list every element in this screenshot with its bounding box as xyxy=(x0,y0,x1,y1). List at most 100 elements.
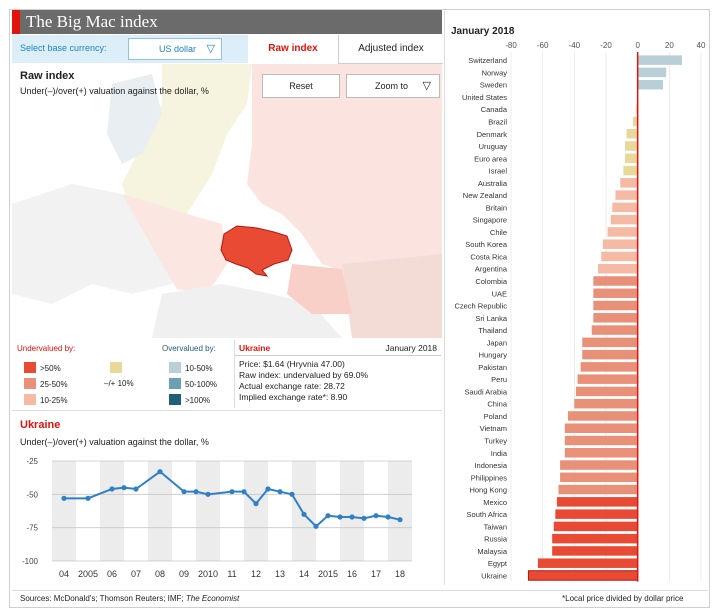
zoom-to-select[interactable]: Zoom to ▽ xyxy=(346,74,440,98)
x-tick-label: 18 xyxy=(395,569,405,579)
category-label: Peru xyxy=(491,375,507,384)
bar-sri-lanka xyxy=(593,313,638,323)
map-panel: Raw index Under(–)/over(+) valuation aga… xyxy=(12,64,442,338)
category-label: Uruguay xyxy=(479,142,508,151)
category-label: Mexico xyxy=(483,498,507,507)
bar-saudi-arabia xyxy=(575,386,638,397)
category-label: South Africa xyxy=(467,510,508,519)
bar-malaysia xyxy=(552,546,638,556)
bar-switzerland xyxy=(637,55,682,65)
bar-canada xyxy=(636,104,638,114)
x-tick-label: 14 xyxy=(299,569,309,579)
legend-swatch-gt50-under xyxy=(24,362,36,373)
bar-south-korea xyxy=(602,239,638,249)
bar-chart-title: January 2018 xyxy=(451,26,515,37)
data-point xyxy=(361,515,367,521)
x-tick-label: 13 xyxy=(275,569,285,579)
category-label: Norway xyxy=(482,68,508,77)
brand-accent xyxy=(12,10,20,34)
category-label: Australia xyxy=(478,179,508,188)
x-tick-label: 40 xyxy=(697,41,706,50)
category-label: Argentina xyxy=(475,265,508,274)
y-tick-label: -50 xyxy=(26,490,38,499)
x-tick-label: -20 xyxy=(600,41,612,50)
bar-peru xyxy=(577,374,638,384)
page-title: The Big Mac index xyxy=(26,12,158,31)
bar-ukraine xyxy=(527,570,639,581)
x-tick-label: 20 xyxy=(665,41,674,50)
map-subtitle: Under(–)/over(+) valuation against the d… xyxy=(20,86,209,96)
bar-australia xyxy=(620,178,638,188)
data-point xyxy=(109,486,115,492)
bar-russia xyxy=(552,533,638,544)
info-actual-rate: Actual exchange rate: 28.72 xyxy=(239,381,345,391)
europe-map[interactable] xyxy=(12,64,442,338)
category-label: Indonesia xyxy=(474,461,507,470)
data-point xyxy=(133,486,139,492)
tab-raw-index[interactable]: Raw index xyxy=(248,35,338,63)
bar-hong-kong xyxy=(558,484,638,495)
y-tick-label: -25 xyxy=(26,457,38,466)
year-band xyxy=(148,461,172,561)
category-label: Singapore xyxy=(473,216,507,225)
x-tick-label: 09 xyxy=(179,569,189,579)
bar-euro-area xyxy=(625,153,638,164)
x-tick-label: 07 xyxy=(131,569,141,579)
bar-new-zealand xyxy=(615,190,638,200)
footer-sources: Sources: McDonald's; Thomson Reuters; IM… xyxy=(20,594,239,603)
category-label: UAE xyxy=(492,289,507,298)
line-chart-panel: Ukraine Under(–)/over(+) valuation again… xyxy=(12,410,442,587)
title-bar: The Big Mac index xyxy=(12,10,442,34)
bar-india xyxy=(564,448,638,458)
data-point xyxy=(241,489,247,495)
bar-japan xyxy=(582,337,638,348)
data-point xyxy=(121,485,127,491)
category-label: Thailand xyxy=(478,326,507,335)
category-label: Britain xyxy=(486,203,507,212)
bar-israel xyxy=(623,165,638,176)
legend-label: >100% xyxy=(185,396,211,405)
legend-overvalued-title: Overvalued by: xyxy=(162,344,216,353)
data-point xyxy=(385,514,391,520)
tab-adjusted-index[interactable]: Adjusted index xyxy=(338,35,443,64)
info-price: Price: $1.64 (Hryvnia 47.00) xyxy=(239,359,345,369)
bar-taiwan xyxy=(553,521,638,532)
data-point xyxy=(181,489,187,495)
data-point xyxy=(265,486,271,492)
bar-czech-republic xyxy=(593,300,638,311)
info-country: Ukraine xyxy=(239,343,271,353)
map-legend: Undervalued by: Overvalued by: >50% 25-5… xyxy=(12,340,235,408)
legend-label: 10-50% xyxy=(185,364,213,373)
base-currency-select[interactable]: US dollar ▽ xyxy=(128,38,222,60)
bar-chart-panel: January 2018 -80 -60 -40 -20 0 20 40 Switzerlan… xyxy=(444,10,709,585)
bar-denmark xyxy=(626,129,638,139)
category-label: Denmark xyxy=(477,130,508,139)
map-country-ukraine[interactable] xyxy=(220,225,293,277)
category-label: Euro area xyxy=(474,154,508,163)
category-label: Brazil xyxy=(488,117,507,126)
category-label: Czech Republic xyxy=(454,302,507,311)
category-label: South Korea xyxy=(465,240,508,249)
bar-chile xyxy=(607,227,638,237)
x-tick-label: 12 xyxy=(251,569,261,579)
data-point xyxy=(229,489,235,495)
legend-swatch-25-50-under xyxy=(24,378,36,389)
bar-britain xyxy=(612,202,638,213)
year-band xyxy=(388,461,412,561)
category-label: Vietnam xyxy=(480,424,507,433)
category-label: Taiwan xyxy=(484,522,507,531)
x-tick-label: -80 xyxy=(505,41,517,50)
category-label: Chile xyxy=(490,228,507,237)
category-label: Hungary xyxy=(479,351,508,360)
category-label: Malaysia xyxy=(477,547,507,556)
category-label: Saudi Arabia xyxy=(464,387,507,396)
reset-button[interactable]: Reset xyxy=(262,74,340,98)
legend-label: 10-25% xyxy=(40,396,68,405)
page-frame xyxy=(9,9,710,608)
line-chart: -25 -50 -75 -100 04 2005 06 07 08 09 2010 11 12 13 14 2… xyxy=(22,457,412,579)
info-date: January 2018 xyxy=(385,343,437,353)
data-point xyxy=(397,517,403,523)
data-point xyxy=(349,514,355,520)
info-implied-rate: Implied exchange rate*: 8.90 xyxy=(239,392,348,402)
category-label: Russia xyxy=(484,535,508,544)
